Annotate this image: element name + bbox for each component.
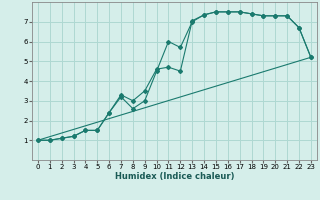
X-axis label: Humidex (Indice chaleur): Humidex (Indice chaleur) xyxy=(115,172,234,181)
